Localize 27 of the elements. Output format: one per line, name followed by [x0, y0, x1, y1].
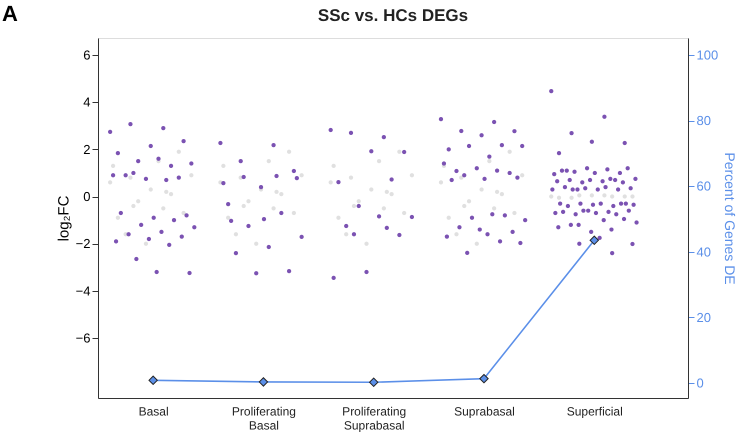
text: A: [2, 1, 18, 26]
y2-tick-label: 40: [696, 244, 711, 260]
y-axis-title: log₂FC: [56, 195, 73, 242]
y2-tick-label: 20: [696, 310, 711, 325]
point: [479, 374, 489, 384]
point: [369, 378, 378, 387]
x-tick-label: Proliferating Basal: [232, 404, 296, 432]
y2-tick-label: 100: [696, 48, 718, 63]
y2-tick-label: 60: [696, 178, 711, 194]
point: [148, 376, 158, 385]
y-tick-label: 6: [83, 47, 90, 62]
point: [258, 377, 268, 387]
x-tick-label: Superficial: [566, 404, 623, 418]
y2-tick-label: 80: [696, 113, 711, 128]
point: [590, 236, 599, 245]
y-tick-label: 2: [83, 142, 90, 157]
y-tick-label: −6: [76, 330, 90, 346]
chart-title: SSc vs. HCs DEGs: [318, 6, 468, 25]
y-tick-label: 4: [83, 94, 90, 110]
y2-tick-label: 0: [696, 375, 704, 390]
y-tick-label: −4: [76, 283, 90, 298]
x-tick-label: Basal: [138, 404, 169, 418]
y2-axis-title: Percent of Genes DE: [722, 152, 738, 285]
y-tick-label: 0: [83, 189, 90, 204]
x-tick-label: Suprabasal: [454, 404, 515, 418]
x-tick-label: Proliferating Suprabasal: [342, 404, 406, 432]
y-tick-label: −2: [76, 236, 90, 252]
